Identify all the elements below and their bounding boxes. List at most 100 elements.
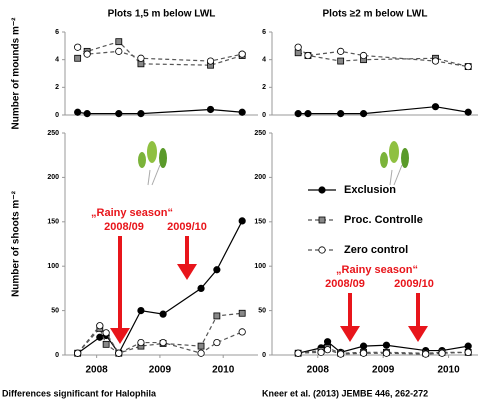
y-tick-label: 150 [47, 219, 59, 226]
marker [464, 108, 472, 116]
marker [115, 47, 123, 55]
series-line [298, 347, 469, 354]
marker [359, 342, 368, 350]
x-tick-label: 2008 [86, 365, 109, 376]
legend-label: Exclusion [344, 184, 396, 196]
marker [422, 350, 430, 358]
y-tick-label: 4 [55, 57, 59, 64]
marker [294, 349, 302, 357]
marker [74, 349, 82, 357]
marker [337, 57, 345, 65]
series-line [77, 46, 243, 62]
legend-marker [318, 186, 326, 194]
marker [102, 340, 110, 348]
marker [115, 349, 123, 357]
marker [304, 110, 312, 118]
marker [238, 50, 246, 58]
marker [238, 328, 246, 336]
marker [304, 51, 312, 60]
series-line [298, 106, 469, 115]
marker [238, 309, 246, 317]
marker [294, 110, 302, 118]
annotation: „Rainy season“ [336, 264, 418, 276]
marker [159, 310, 167, 318]
marker [197, 284, 205, 292]
marker [206, 57, 215, 65]
marker [137, 54, 145, 62]
y-axis-label: Number of shoots m⁻² [11, 190, 22, 297]
marker [102, 329, 110, 337]
y-tick-label: 0 [262, 352, 266, 359]
marker [294, 43, 302, 51]
marker [213, 312, 221, 320]
marker [213, 338, 221, 347]
chart-title: Plots 1,5 m below LWL [108, 9, 216, 20]
x-tick-label: 2009 [149, 365, 172, 376]
marker [206, 105, 215, 114]
y-tick-label: 100 [47, 263, 59, 270]
marker [238, 108, 246, 116]
marker [337, 47, 345, 55]
rainy-season-arrows [110, 236, 428, 344]
marker [323, 338, 332, 346]
marker [323, 346, 332, 354]
y-tick-label: 6 [262, 29, 266, 36]
series-line [297, 46, 469, 68]
marker [464, 348, 472, 356]
marker [197, 349, 205, 357]
legend-marker [318, 216, 326, 224]
marker [382, 341, 391, 349]
marker [74, 108, 82, 116]
annotation: 2008/09 [325, 278, 365, 290]
marker [464, 342, 472, 350]
footer-note: Differences significant for Halophila [2, 388, 157, 398]
y-tick-label: 50 [51, 307, 59, 314]
marker [431, 103, 440, 111]
y-tick-label: 2 [55, 84, 59, 91]
marker [96, 322, 104, 330]
seagrass-icon [380, 141, 409, 186]
x-tick-label: 2010 [437, 365, 460, 376]
marker [337, 350, 345, 358]
legend-marker [318, 246, 326, 254]
y-tick-label: 0 [262, 112, 266, 119]
x-tick-label: 2009 [372, 365, 395, 376]
marker [464, 62, 472, 71]
series-line [297, 52, 469, 68]
marker [382, 349, 391, 357]
marker [83, 50, 91, 58]
y-tick-label: 250 [254, 130, 266, 137]
marker [431, 57, 440, 65]
legend-label: Proc. Controlle [344, 214, 423, 226]
y-tick-label: 100 [254, 263, 266, 270]
marker [137, 110, 145, 118]
y-tick-label: 250 [47, 130, 59, 137]
marker [115, 110, 123, 118]
marker [438, 349, 446, 357]
marker [83, 110, 91, 118]
marker [115, 38, 123, 46]
legend-label: Zero control [344, 244, 408, 256]
chart-title: Plots ≥2 m below LWL [323, 9, 428, 20]
footer-citation: Kneer et al. (2013) JEMBE 446, 262-272 [262, 388, 428, 398]
series-line [77, 108, 243, 115]
annotation: 2008/09 [104, 221, 144, 233]
marker [317, 348, 325, 356]
marker [197, 342, 205, 350]
y-axis-label: Number of mounds m⁻² [11, 17, 22, 130]
x-tick-label: 2008 [307, 365, 330, 376]
y-tick-label: 4 [262, 57, 266, 64]
marker [359, 51, 368, 60]
y-tick-label: 0 [55, 112, 59, 119]
x-tick-label: 2010 [212, 365, 235, 376]
marker [238, 217, 246, 225]
y-tick-label: 50 [258, 307, 266, 314]
y-tick-label: 200 [254, 174, 266, 181]
annotation: 2009/10 [167, 221, 207, 233]
marker [137, 306, 145, 315]
marker [137, 338, 145, 347]
y-tick-label: 0 [55, 352, 59, 359]
marker [359, 110, 368, 118]
marker [74, 43, 82, 51]
